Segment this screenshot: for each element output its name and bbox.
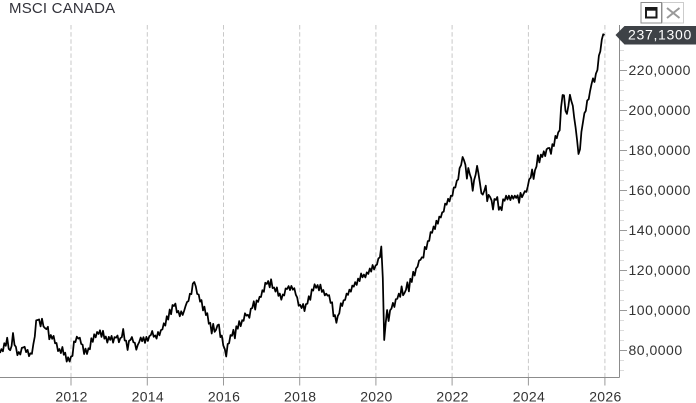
svg-text:180,0000: 180,0000 (629, 142, 691, 158)
svg-text:100,0000: 100,0000 (629, 302, 691, 318)
svg-text:2014: 2014 (132, 389, 164, 403)
svg-text:2026: 2026 (589, 389, 621, 403)
svg-text:2022: 2022 (436, 389, 468, 403)
svg-text:80,0000: 80,0000 (629, 342, 683, 358)
svg-text:140,0000: 140,0000 (629, 222, 691, 238)
svg-text:220,0000: 220,0000 (629, 62, 691, 78)
svg-text:MSCI CANADA: MSCI CANADA (9, 0, 115, 17)
svg-text:2016: 2016 (208, 389, 240, 403)
svg-text:2012: 2012 (55, 389, 87, 403)
svg-text:120,0000: 120,0000 (629, 262, 691, 278)
svg-text:200,0000: 200,0000 (629, 102, 691, 118)
svg-text:2020: 2020 (360, 389, 392, 403)
svg-text:2018: 2018 (284, 389, 316, 403)
svg-text:2024: 2024 (513, 389, 545, 403)
svg-text:160,0000: 160,0000 (629, 182, 691, 198)
svg-text:237,1300: 237,1300 (628, 27, 692, 43)
